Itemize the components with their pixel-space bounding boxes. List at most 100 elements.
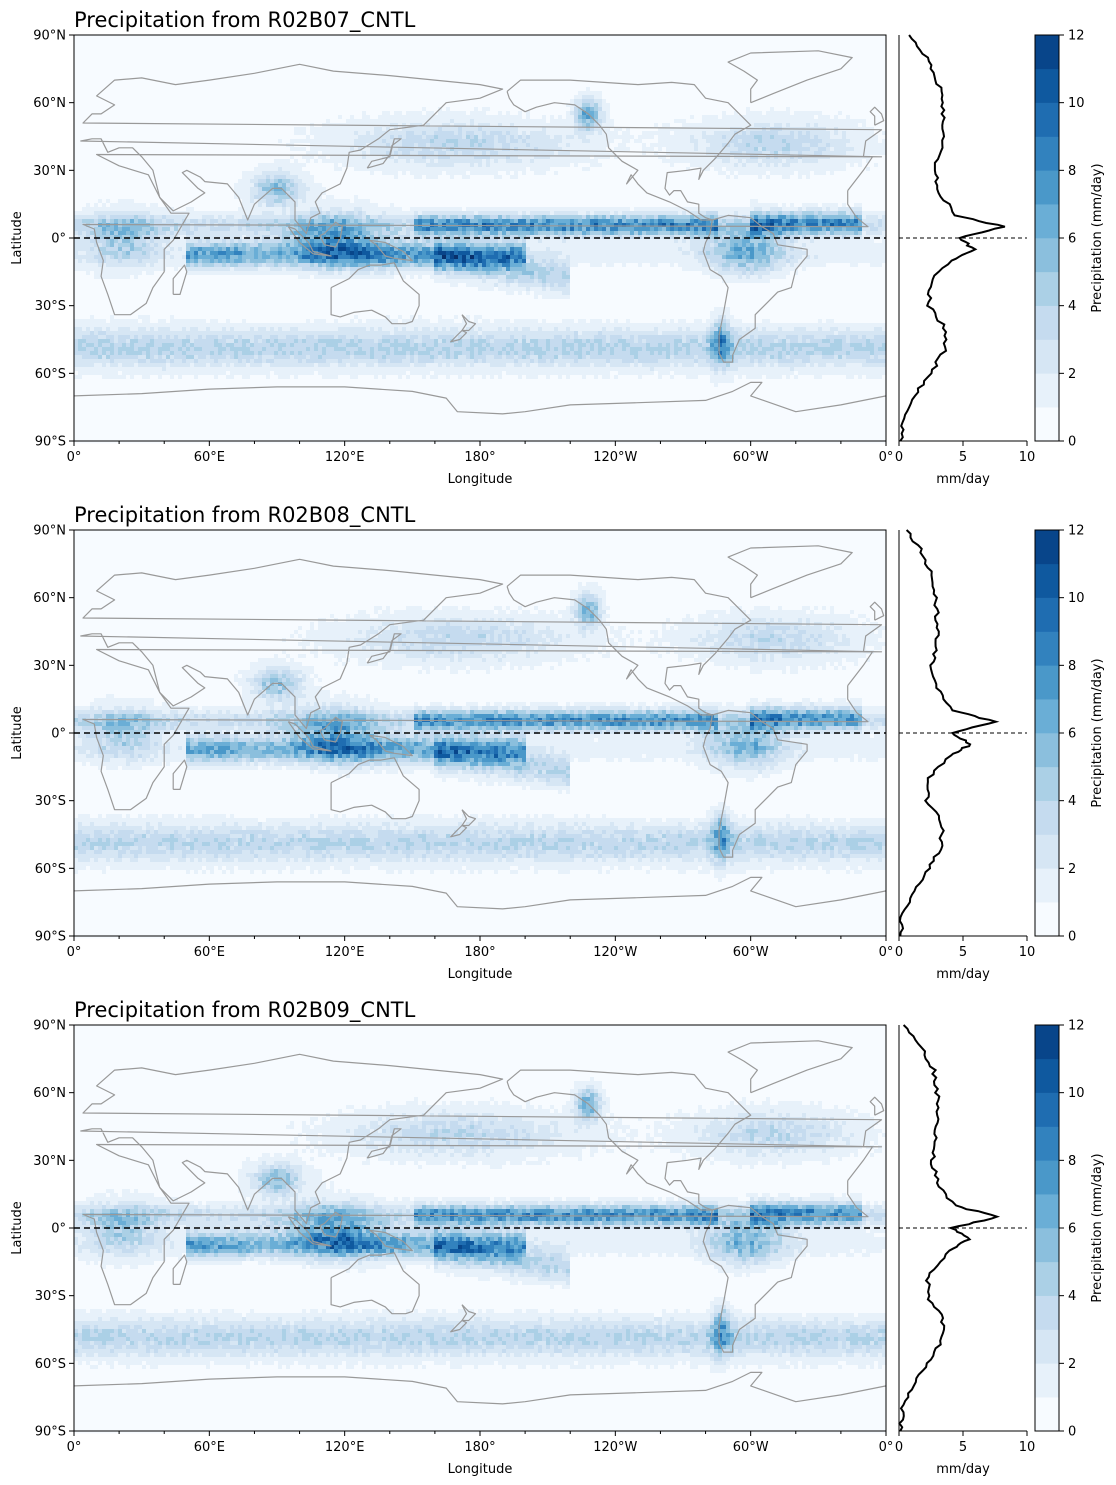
lat-tick-label: 30°N (33, 1154, 66, 1169)
colorbar-tick-label: 6 (1068, 727, 1076, 742)
colorbar-segment (1035, 1160, 1059, 1195)
profile-tick-label: 10 (1019, 1440, 1036, 1455)
coastlines (73, 50, 887, 415)
coastline-0 (82, 153, 874, 316)
lon-tick-label: 120°E (325, 450, 365, 465)
lat-tick-label: 90°N (33, 524, 66, 539)
lat-tick-label: 90°N (33, 1019, 66, 1034)
lat-tick-label: 90°S (35, 930, 66, 945)
map-ylabel: Latitude (10, 211, 25, 265)
map-ylabel: Latitude (10, 1201, 25, 1255)
colorbar-segment (1035, 699, 1059, 734)
colorbar-segment (1035, 407, 1059, 442)
colorbar-tick-label: 8 (1068, 1154, 1076, 1169)
lon-tick-label: 0° (879, 1440, 894, 1455)
coastline-2 (80, 558, 883, 730)
coastline-3 (366, 138, 402, 169)
lat-tick-label: 30°S (35, 1289, 66, 1304)
colorbar-tick-label: 4 (1068, 299, 1076, 314)
lat-tick-label: 90°S (35, 1425, 66, 1440)
coastline-8 (461, 809, 477, 827)
profile-line (898, 529, 1000, 937)
coastline-1 (172, 759, 188, 791)
colorbar-segment (1035, 204, 1059, 239)
lon-tick-label: 60°E (194, 945, 225, 960)
lon-tick-label: 180° (464, 945, 495, 960)
map-heatmap (74, 1025, 887, 1434)
lat-tick-label: 60°N (33, 591, 66, 606)
coastline-5 (319, 716, 343, 743)
colorbar-segment (1035, 1228, 1059, 1263)
coastline-10 (506, 79, 752, 221)
colorbar-tick-label: 6 (1068, 232, 1076, 247)
profile-tick-label: 0 (895, 1440, 903, 1455)
colorbar-tick-label: 4 (1068, 794, 1076, 809)
colorbar-segment (1035, 1261, 1059, 1296)
colorbar-segment (1035, 1397, 1059, 1432)
lat-tick-label: 60°S (35, 367, 66, 382)
coastline-11 (727, 50, 853, 104)
lat-tick-label: 30°S (35, 794, 66, 809)
lat-tick-label: 0° (51, 1222, 66, 1237)
lat-tick-label: 90°N (33, 29, 66, 44)
coastline-4 (287, 721, 332, 752)
colorbar-tick-label: 2 (1068, 862, 1076, 877)
colorbar: 0 2 4 6 8 10 12 Precipitation (mm/day) (1034, 29, 1105, 450)
profile-tick-label: 5 (959, 450, 967, 465)
coastline-1 (172, 1254, 188, 1286)
colorbar-segment (1035, 1126, 1059, 1161)
colorbar-segment (1035, 1058, 1059, 1093)
colorbar-tick-label: 8 (1068, 659, 1076, 674)
colorbar-tick-label: 0 (1068, 435, 1076, 450)
lon-tick-label: 60°W (733, 450, 769, 465)
colorbar-label: Precipitation (mm/day) (1090, 1153, 1105, 1302)
profile-xlabel: mm/day (936, 472, 990, 487)
panel-title: Precipitation from R02B09_CNTL (74, 998, 416, 1023)
coastline-8 (461, 1304, 477, 1322)
lon-tick-label: 120°E (325, 1440, 365, 1455)
colorbar-tick-label: 6 (1068, 1222, 1076, 1237)
lat-tick-label: 30°N (33, 164, 66, 179)
coastline-7 (330, 757, 420, 820)
lon-tick-label: 0° (67, 945, 82, 960)
zonal-profile: 0 5 10 mm/day (895, 1024, 1036, 1477)
colorbar-segment (1035, 305, 1059, 340)
colorbar-label: Precipitation (mm/day) (1090, 163, 1105, 312)
colorbar-tick-label: 10 (1068, 1086, 1085, 1101)
map-xlabel: Longitude (448, 472, 513, 487)
coastline-10 (506, 1069, 752, 1211)
coastline-2 (80, 1053, 883, 1225)
profile-tick-label: 10 (1019, 945, 1036, 960)
colorbar-tick-label: 12 (1068, 29, 1085, 44)
coastline-13 (869, 1096, 885, 1116)
coastline-6 (369, 734, 413, 757)
colorbar-segment (1035, 665, 1059, 700)
panel-title: Precipitation from R02B08_CNTL (74, 503, 416, 528)
lat-tick-label: 60°S (35, 1357, 66, 1372)
lat-tick-label: 90°S (35, 435, 66, 450)
colorbar-segment (1035, 35, 1059, 70)
colorbar-tick-label: 12 (1068, 1019, 1085, 1034)
coastlines (73, 1040, 887, 1405)
colorbar-segment (1035, 170, 1059, 205)
coastline-2 (80, 63, 883, 235)
coastline-4 (287, 1216, 332, 1247)
profile-tick-label: 0 (895, 945, 903, 960)
coastline-12 (702, 214, 808, 363)
colorbar-segment (1035, 373, 1059, 408)
coastline-13 (869, 601, 885, 621)
colorbar-segment (1035, 68, 1059, 103)
colorbar-segment (1035, 1329, 1059, 1364)
colorbar-segment (1035, 136, 1059, 171)
colorbar-segment (1035, 766, 1059, 801)
lon-tick-label: 180° (464, 450, 495, 465)
coastline-11 (727, 1040, 853, 1094)
colorbar-segment (1035, 868, 1059, 903)
lon-tick-label: 0° (67, 450, 82, 465)
colorbar-segment (1035, 631, 1059, 666)
colorbar-segment (1035, 1025, 1059, 1060)
